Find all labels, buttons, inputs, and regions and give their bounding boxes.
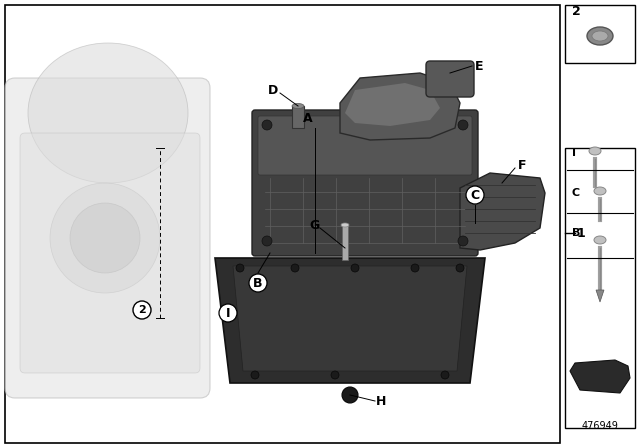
Polygon shape — [570, 360, 630, 393]
Text: C: C — [572, 188, 580, 198]
Bar — [342, 225, 348, 260]
Polygon shape — [460, 173, 545, 250]
Circle shape — [466, 186, 484, 204]
Text: I: I — [572, 148, 576, 158]
Text: E: E — [475, 60, 483, 73]
Circle shape — [262, 120, 272, 130]
Bar — [565, 148, 635, 428]
Circle shape — [342, 387, 358, 403]
Circle shape — [411, 264, 419, 272]
Text: F: F — [518, 159, 526, 172]
Circle shape — [458, 120, 468, 130]
Text: A: A — [303, 112, 313, 125]
Ellipse shape — [594, 236, 606, 244]
Text: 2: 2 — [138, 305, 146, 315]
Circle shape — [441, 371, 449, 379]
Circle shape — [262, 236, 272, 246]
Circle shape — [331, 371, 339, 379]
Circle shape — [351, 264, 359, 272]
Ellipse shape — [589, 147, 601, 155]
Polygon shape — [596, 290, 604, 302]
Bar — [565, 5, 635, 63]
Circle shape — [70, 203, 140, 273]
Text: B: B — [253, 276, 263, 289]
Text: D: D — [268, 83, 278, 96]
Bar — [292, 106, 304, 128]
Polygon shape — [233, 266, 467, 371]
Circle shape — [236, 264, 244, 272]
Text: I: I — [226, 306, 230, 319]
Polygon shape — [345, 83, 440, 126]
Ellipse shape — [594, 187, 606, 195]
Text: 2: 2 — [572, 4, 580, 17]
Circle shape — [456, 264, 464, 272]
Circle shape — [50, 183, 160, 293]
Polygon shape — [340, 73, 460, 140]
Text: H: H — [376, 395, 386, 408]
FancyBboxPatch shape — [252, 110, 478, 256]
Circle shape — [249, 274, 267, 292]
FancyBboxPatch shape — [258, 116, 472, 175]
FancyBboxPatch shape — [20, 133, 200, 373]
Ellipse shape — [292, 103, 304, 108]
Ellipse shape — [587, 27, 613, 45]
Circle shape — [291, 264, 299, 272]
Bar — [5, 5, 560, 443]
FancyBboxPatch shape — [5, 78, 210, 398]
Text: G: G — [309, 219, 319, 232]
Text: C: C — [470, 189, 479, 202]
Circle shape — [219, 304, 237, 322]
Ellipse shape — [592, 31, 608, 41]
Text: 476949: 476949 — [582, 421, 618, 431]
Text: 1: 1 — [577, 227, 586, 240]
Text: B: B — [572, 228, 580, 238]
Circle shape — [458, 236, 468, 246]
Polygon shape — [215, 258, 485, 383]
Circle shape — [133, 301, 151, 319]
FancyBboxPatch shape — [426, 61, 474, 97]
Circle shape — [251, 371, 259, 379]
Ellipse shape — [28, 43, 188, 183]
Ellipse shape — [341, 223, 349, 227]
